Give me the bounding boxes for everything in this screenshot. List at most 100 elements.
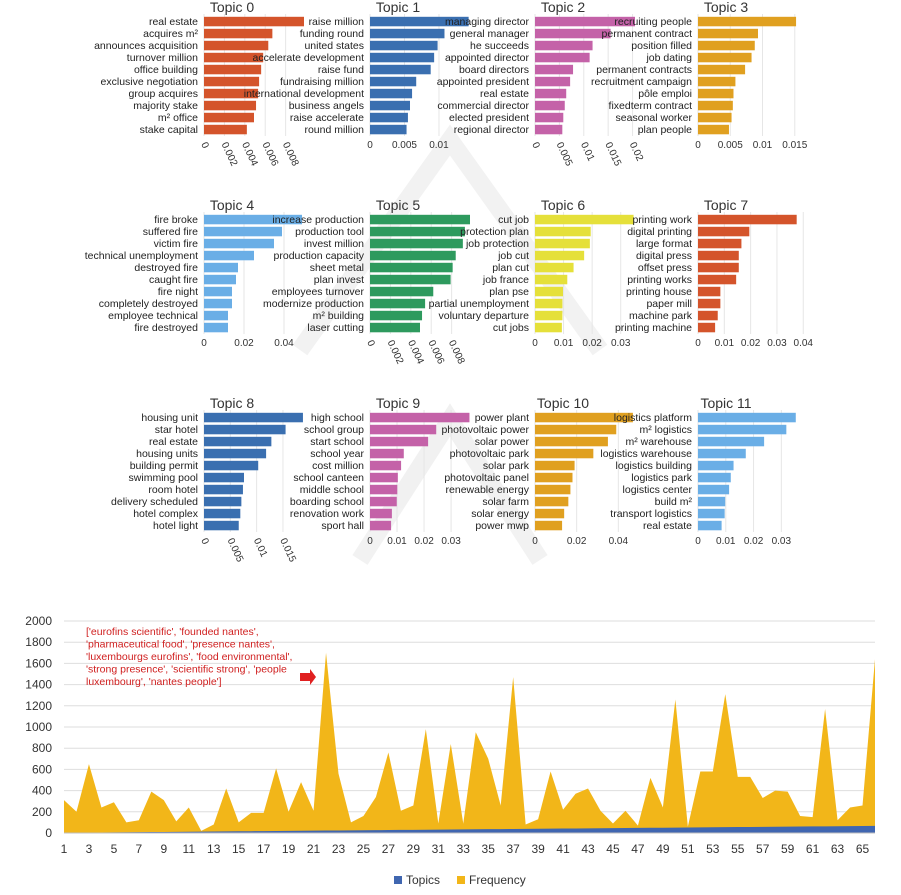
topic-title: Topic 10 — [537, 395, 589, 411]
bar-label: power plant — [475, 412, 529, 424]
bar — [370, 520, 392, 531]
bar-label: he succeeds — [470, 40, 529, 52]
bar — [370, 124, 407, 135]
bar-label: fixedterm contract — [609, 100, 693, 112]
tick-label: 0.006 — [426, 339, 447, 367]
bar-label: fundraising million — [280, 76, 364, 88]
x-tick-label: 19 — [282, 842, 296, 856]
topic-title: Topic 9 — [376, 395, 421, 411]
bar — [204, 460, 259, 471]
bar-label: housing unit — [141, 412, 198, 424]
bar-label: solar energy — [471, 508, 530, 520]
bar-label: delivery scheduled — [111, 496, 198, 508]
bar — [204, 424, 286, 435]
tick-label: 0 — [695, 338, 701, 349]
tick-label: 0 — [532, 536, 538, 547]
bar — [535, 448, 594, 459]
bar-label: build m² — [655, 496, 693, 508]
bar-label: stake capital — [140, 124, 198, 136]
bar — [535, 460, 575, 471]
x-tick-label: 59 — [781, 842, 795, 856]
bar-label: general manager — [450, 28, 530, 40]
bar — [535, 472, 573, 483]
y-tick-label: 200 — [32, 805, 52, 819]
tick-label: 0.01 — [251, 537, 269, 560]
bar — [370, 496, 397, 507]
bar — [698, 214, 797, 225]
bar-label: renovation work — [290, 508, 365, 520]
bar-label: sheet metal — [310, 262, 364, 274]
bar-label: logistics warehouse — [600, 448, 692, 460]
tick-label: 0.01 — [715, 338, 735, 349]
bar-label: m² building — [313, 310, 365, 322]
bar — [204, 274, 236, 285]
tick-label: 0 — [198, 537, 211, 547]
bar — [698, 238, 742, 249]
bar — [370, 52, 435, 63]
bar-label: regional director — [454, 124, 530, 136]
bar-label: accelerate development — [253, 52, 365, 64]
topic-title: Topic 2 — [541, 0, 586, 15]
bar-label: majority stake — [133, 100, 198, 112]
bar — [698, 100, 733, 111]
bar — [204, 226, 282, 237]
bar — [204, 484, 243, 495]
bar-label: permanent contract — [602, 28, 693, 40]
bar — [370, 448, 404, 459]
bar-label: machine park — [629, 310, 693, 322]
bar-label: laser cutting — [307, 322, 364, 334]
bar — [535, 214, 634, 225]
peak-annotation: ['eurofins scientific', 'founded nantes'… — [86, 626, 292, 688]
bar — [535, 484, 571, 495]
bar — [535, 226, 591, 237]
bar — [204, 214, 302, 225]
tick-label: 0.02 — [744, 536, 764, 547]
bar — [698, 64, 746, 75]
bar-label: employees turnover — [272, 286, 365, 298]
bar-label: announces acquisition — [94, 40, 198, 52]
bar — [204, 52, 264, 63]
bar — [370, 310, 423, 321]
tick-label: 0 — [695, 140, 701, 151]
x-tick-label: 1 — [61, 842, 68, 856]
x-tick-label: 65 — [856, 842, 870, 856]
bar — [370, 472, 398, 483]
tick-label: 0.03 — [767, 338, 787, 349]
x-tick-label: 31 — [432, 842, 446, 856]
x-tick-label: 41 — [556, 842, 570, 856]
bar — [535, 496, 569, 507]
bar — [535, 286, 563, 297]
bar-label: solar farm — [482, 496, 529, 508]
x-tick-label: 3 — [86, 842, 93, 856]
bar-label: permanent contracts — [596, 64, 692, 76]
bar-label: m² office — [158, 112, 198, 124]
tick-label: 0.03 — [611, 338, 631, 349]
bar — [698, 112, 732, 123]
bar-label: logistics park — [631, 472, 692, 484]
bar — [204, 76, 260, 87]
bar-label: employee technical — [108, 310, 198, 322]
bar-label: plan invest — [314, 274, 364, 286]
bar-label: completely destroyed — [99, 298, 198, 310]
bar — [535, 40, 593, 51]
tick-label: 0 — [367, 536, 373, 547]
y-tick-label: 600 — [32, 762, 52, 776]
bar-label: sport hall — [321, 520, 364, 532]
x-tick-label: 53 — [706, 842, 720, 856]
bar — [698, 286, 721, 297]
y-tick-label: 2000 — [25, 614, 52, 628]
bar — [204, 250, 254, 261]
bar-label: middle school — [300, 484, 364, 496]
bar-label: digital printing — [627, 226, 692, 238]
bar-label: printing house — [626, 286, 692, 298]
x-tick-label: 39 — [531, 842, 545, 856]
tick-label: 0 — [364, 339, 377, 349]
topic-title: Topic 8 — [210, 395, 255, 411]
bar-label: logistics platform — [614, 412, 692, 424]
bar — [370, 484, 398, 495]
bar-label: building permit — [130, 460, 198, 472]
